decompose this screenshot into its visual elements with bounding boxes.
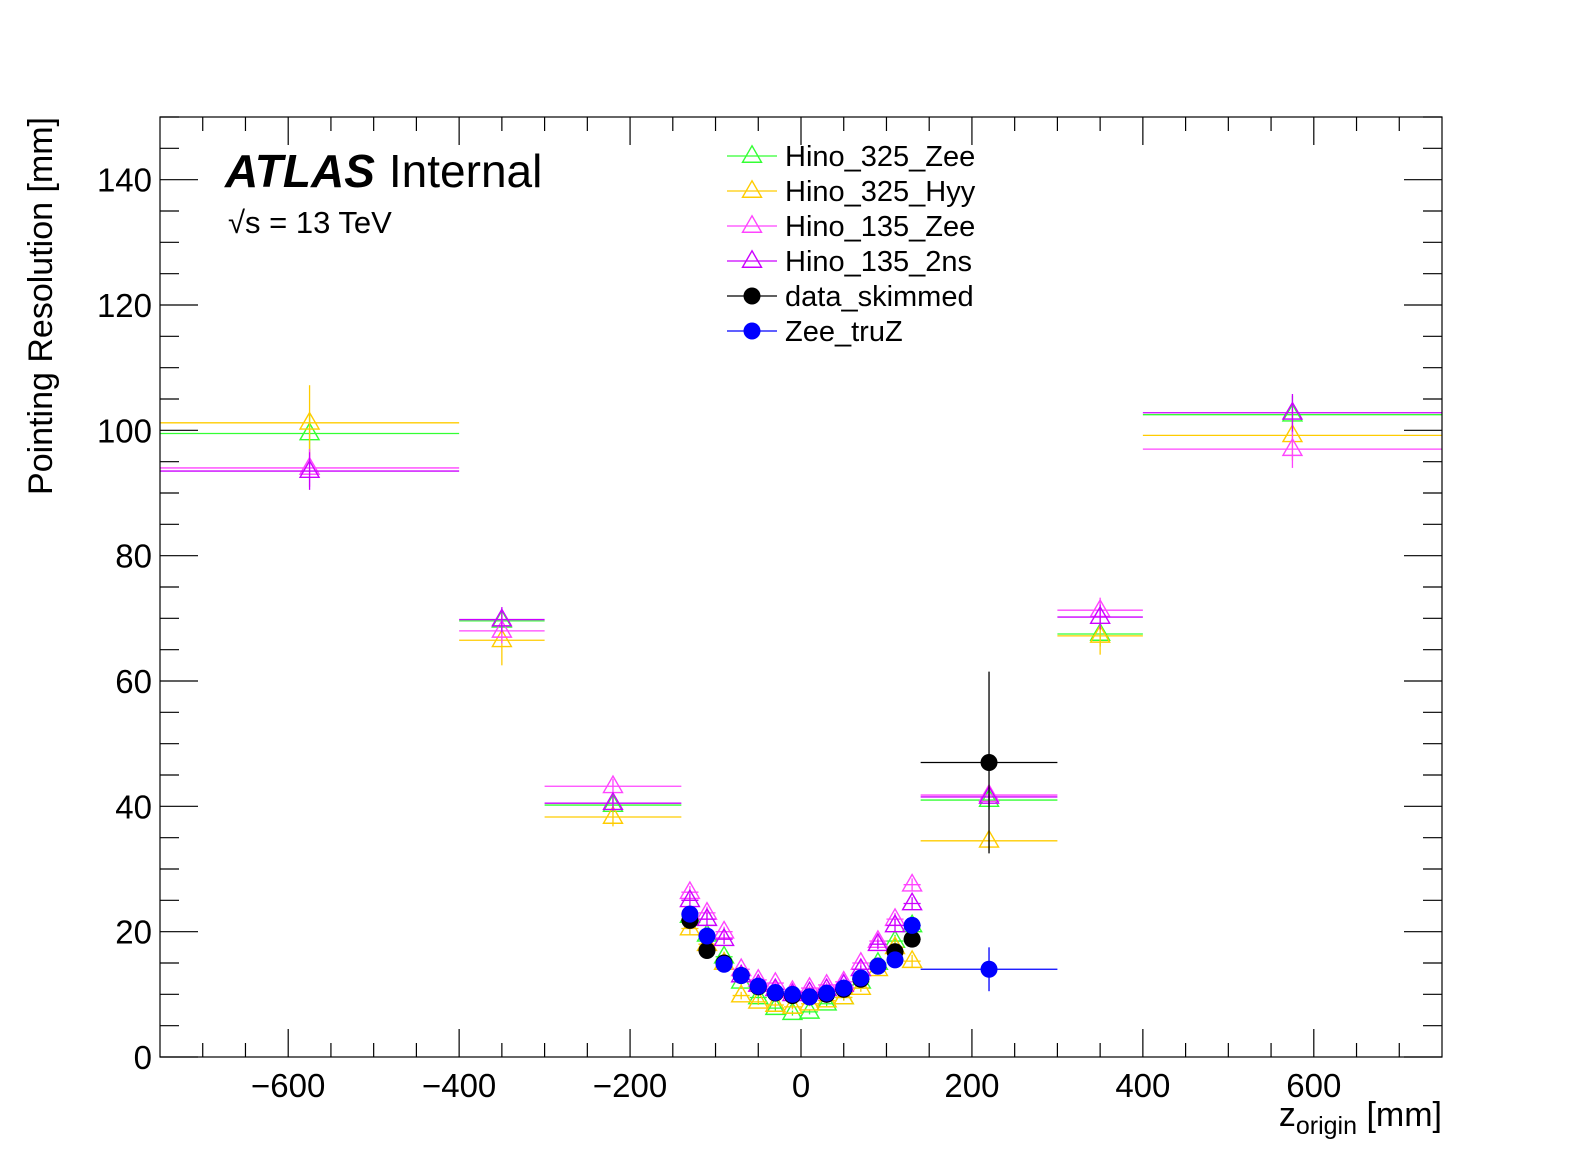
legend-label: Hino_135_2ns	[785, 246, 972, 278]
x-tick-label: −600	[251, 1067, 325, 1104]
x-axis-unit: [mm]	[1366, 1096, 1442, 1134]
data-point	[713, 927, 735, 947]
data-point	[980, 960, 998, 978]
data-point	[901, 891, 923, 911]
x-tick-label: 0	[792, 1067, 810, 1104]
data-point	[901, 949, 923, 969]
y-axis-title: Pointing Resolution [mm]	[22, 117, 60, 495]
y-tick-label: 120	[97, 287, 152, 324]
series-Zee_truZ	[681, 905, 1058, 1006]
data-point	[766, 983, 784, 1001]
data-point	[835, 979, 853, 997]
y-tick-label: 40	[115, 788, 152, 825]
legend-entry: Zee_truZ	[727, 316, 903, 348]
y-tick-label: 60	[115, 663, 152, 700]
legend-label: data_skimmed	[785, 281, 974, 313]
data-point	[886, 951, 904, 969]
data-point	[1281, 401, 1304, 420]
data-point	[903, 916, 921, 934]
legend-marker	[743, 322, 761, 340]
x-tick-label: −200	[593, 1067, 667, 1104]
data-point	[730, 983, 752, 1003]
legend-label: Zee_truZ	[785, 316, 903, 348]
x-axis-title: zorigin [mm]	[1279, 1096, 1442, 1140]
data-point	[715, 955, 733, 973]
legend-marker	[741, 179, 763, 198]
data-point	[764, 993, 787, 1012]
legend-entry: data_skimmed	[727, 281, 974, 313]
data-point	[781, 995, 804, 1014]
data-point	[764, 996, 787, 1016]
legend-label: Hino_325_Zee	[785, 141, 975, 173]
data-point	[681, 905, 699, 923]
data-point	[781, 1001, 804, 1021]
data-point	[1089, 605, 1111, 625]
x-tick-label: 400	[1115, 1067, 1170, 1104]
data-point	[491, 619, 513, 638]
x-tick-label: −400	[422, 1067, 496, 1104]
data-point	[1089, 624, 1111, 643]
data-point	[980, 753, 998, 771]
data-point	[491, 607, 513, 627]
x-axis-subscript: origin	[1296, 1112, 1357, 1140]
x-tick-labels: −600 −400 −200 0 200 400 600	[251, 1067, 1341, 1104]
legend-label: Hino_135_Zee	[785, 211, 975, 243]
data-point	[698, 941, 716, 959]
y-tick-label: 20	[115, 914, 152, 951]
data-point	[867, 932, 889, 952]
atlas-status: Internal	[389, 145, 542, 197]
data-point	[901, 873, 923, 892]
data-point	[884, 913, 906, 933]
legend: Hino_325_ZeeHino_325_HyyHino_135_ZeeHino…	[727, 141, 976, 348]
legend-entry: Hino_325_Zee	[727, 141, 975, 173]
x-axis-variable: z	[1279, 1096, 1296, 1134]
y-tick-label: 80	[115, 538, 152, 575]
legend-marker	[741, 144, 763, 163]
x-tick-label: 600	[1286, 1067, 1341, 1104]
axis-ticks	[160, 116, 1442, 1058]
data-point	[783, 985, 801, 1003]
data-point	[747, 990, 769, 1009]
atlas-experiment: ATLAS	[224, 145, 375, 197]
data-point	[698, 927, 716, 945]
x-tick-label: 200	[944, 1067, 999, 1104]
legend-entry: Hino_135_Zee	[727, 211, 975, 243]
legend-entry: Hino_135_2ns	[727, 246, 972, 278]
data-point	[298, 411, 321, 430]
legend-marker	[741, 249, 763, 268]
data-point	[903, 930, 921, 948]
energy-label: √s = 13 TeV	[228, 205, 392, 240]
atlas-label: ATLAS Internal	[224, 145, 542, 197]
data-layer	[160, 385, 1442, 1021]
data-point	[696, 907, 718, 927]
data-point	[852, 969, 870, 987]
legend-marker	[741, 214, 763, 233]
data-point	[749, 977, 767, 995]
data-point	[298, 459, 321, 479]
data-point	[491, 628, 513, 648]
y-tick-label: 0	[134, 1039, 152, 1076]
legend-marker	[743, 287, 761, 305]
legend-entry: Hino_325_Hyy	[727, 176, 976, 208]
data-point	[815, 992, 838, 1011]
legend-label: Hino_325_Hyy	[785, 176, 976, 208]
data-point	[732, 967, 750, 985]
data-point	[869, 957, 887, 975]
data-point	[602, 805, 624, 824]
data-point	[1281, 437, 1304, 457]
data-point	[801, 988, 819, 1006]
y-tick-label: 100	[97, 412, 152, 449]
data-point	[818, 984, 836, 1002]
data-point	[602, 791, 624, 811]
y-tick-label: 140	[97, 162, 152, 199]
y-tick-labels: 0 20 40 60 80 100 120 140	[97, 162, 152, 1076]
